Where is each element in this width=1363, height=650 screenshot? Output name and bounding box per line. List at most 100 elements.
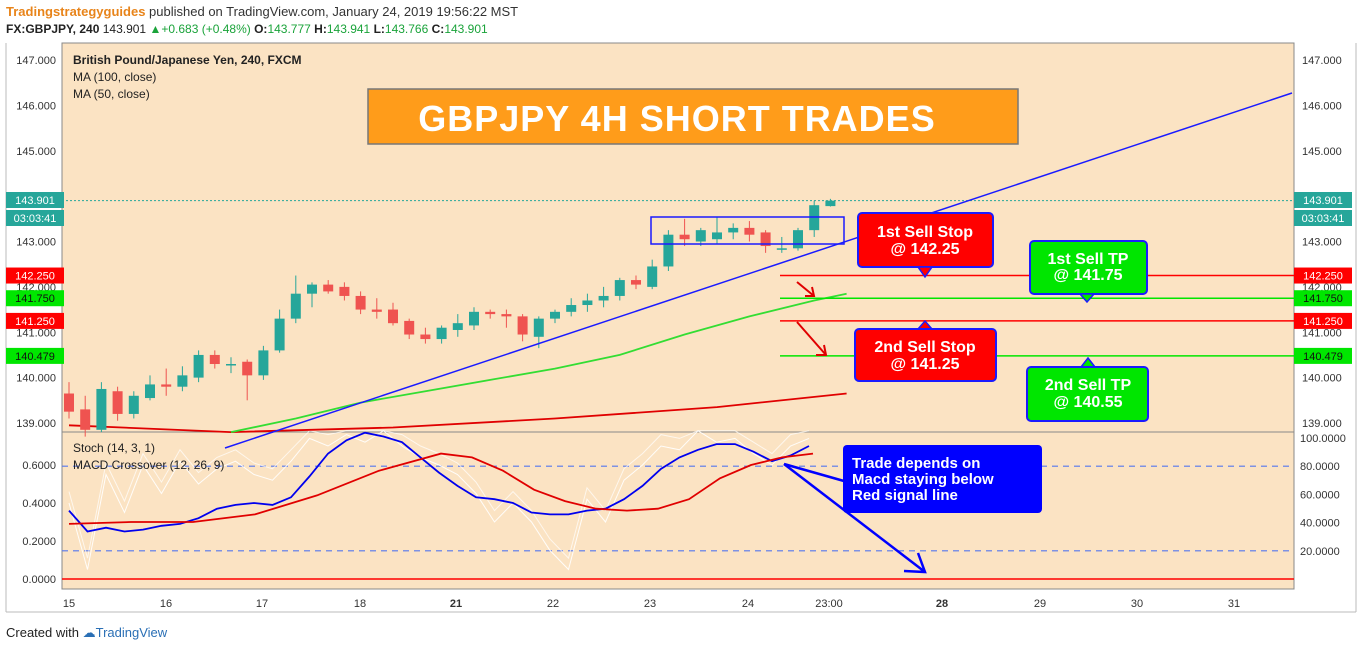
- candle-body: [452, 323, 463, 330]
- callout-1st-sell-stop-line2: @ 142.25: [891, 241, 960, 258]
- title-banner-text: GBPJPY 4H SHORT TRADES: [418, 98, 935, 139]
- oscillator: 0.6000 0.4000 0.2000 0.0000 100.0000 80.0000 6…: [22, 430, 1346, 586]
- candle-body: [258, 350, 269, 376]
- candle-body: [112, 391, 123, 414]
- open-value: 143.777: [267, 22, 311, 36]
- candle-body: [64, 393, 74, 412]
- callout-1st-sell-tp[interactable]: 1st Sell TP @ 141.75: [1029, 240, 1148, 304]
- candle-body: [226, 364, 236, 366]
- candle-body: [161, 384, 172, 387]
- footer: Created with ☁TradingView: [6, 625, 167, 641]
- callout-1st-sell-tp-line1: 1st Sell TP: [1048, 251, 1129, 268]
- candle-body: [469, 311, 479, 326]
- callout-2nd-sell-stop-line2: @ 141.25: [891, 356, 960, 373]
- candle-body: [193, 354, 204, 378]
- level-tag: [1294, 347, 1352, 364]
- candle-body: [598, 295, 609, 301]
- change-value: +0.683 (+0.48%): [161, 22, 251, 36]
- y-tick-left: 147.000: [16, 55, 56, 67]
- macd-line: [68, 431, 810, 533]
- callout-1st-sell-stop[interactable]: 1st Sell Stop @ 142.25: [857, 212, 994, 279]
- y-tick-left: 143.000: [16, 237, 56, 249]
- author-link[interactable]: Tradingstrategyguides: [6, 4, 146, 19]
- level-tag-text: 141.250: [1303, 316, 1343, 328]
- stoch-k-line: [68, 430, 810, 571]
- osc-tick-right: 20.0000: [1300, 546, 1340, 558]
- y-tick-right: 147.000: [1302, 55, 1342, 67]
- y-tick-left: 140.000: [16, 373, 56, 385]
- candle-body: [647, 266, 658, 287]
- legend-ma100: MA (100, close): [73, 70, 156, 84]
- level-tag: [6, 312, 64, 329]
- osc-tick-left: 0.0000: [22, 574, 56, 586]
- y-tick-left: 145.000: [16, 146, 56, 158]
- moving-averages: [68, 292, 847, 434]
- candle-body: [533, 318, 544, 337]
- x-tick: 21: [450, 598, 462, 610]
- candle-body: [550, 311, 560, 319]
- x-tick: 16: [160, 598, 172, 610]
- candle-body: [517, 316, 528, 335]
- candle-body: [679, 234, 690, 240]
- macd-note-line1: Trade depends on: [852, 455, 980, 472]
- osc-tick-right: 40.0000: [1300, 518, 1340, 530]
- candle-body: [631, 280, 641, 285]
- x-tick: 24: [742, 598, 754, 610]
- x-tick: 31: [1228, 598, 1240, 610]
- y-tick-right: 141.000: [1302, 327, 1342, 339]
- candle-body: [793, 230, 803, 249]
- x-tick: 29: [1034, 598, 1046, 610]
- candle-body: [614, 280, 625, 296]
- macd-note-line3: Red signal line: [852, 487, 958, 504]
- tradingview-link[interactable]: TradingView: [95, 625, 168, 640]
- callout-1st-sell-stop-line1: 1st Sell Stop: [877, 224, 973, 241]
- candle-body: [96, 388, 107, 430]
- current-price-tag-left: 143.901 03:03:41: [6, 192, 64, 226]
- macd-note[interactable]: Trade depends on Macd staying below Red …: [843, 445, 1042, 513]
- candle-body: [776, 248, 787, 250]
- candle-body: [355, 295, 366, 310]
- up-arrow-icon: ▲: [149, 22, 162, 36]
- callout-2nd-sell-stop[interactable]: 2nd Sell Stop @ 141.25: [854, 319, 997, 382]
- macd-note-line2: Macd staying below: [852, 471, 994, 488]
- chart-area[interactable]: 147.000 147.000 146.000 146.000 145.000 145.0…: [0, 40, 1363, 620]
- candle-body: [566, 305, 577, 312]
- x-tick: 15: [63, 598, 75, 610]
- ma50-line: [230, 292, 847, 433]
- current-price-tag-right: 143.901 03:03:41: [1294, 192, 1352, 226]
- legend-stoch: Stoch (14, 3, 1): [73, 441, 155, 455]
- countdown-right: 03:03:41: [1302, 213, 1345, 225]
- level-tag: [1294, 267, 1352, 284]
- level-tag: [6, 290, 64, 307]
- candle-body: [760, 232, 771, 247]
- candle-body: [290, 293, 301, 319]
- svg-text:143.901: 143.901: [15, 195, 55, 207]
- legend-name: British Pound/Japanese Yen, 240, FXCM: [73, 53, 302, 67]
- y-tick-left: 141.000: [16, 327, 56, 339]
- publish-info: published on TradingView.com, January 24…: [149, 4, 519, 19]
- macd-arrows: [783, 462, 927, 574]
- callout-1st-sell-tp-line2: @ 141.75: [1054, 267, 1123, 284]
- osc-tick-left: 0.6000: [22, 460, 56, 472]
- title-banner: [367, 88, 1019, 145]
- candle-body: [128, 395, 139, 414]
- candle-body: [825, 200, 836, 207]
- callout-2nd-sell-tp-line2: @ 140.55: [1054, 394, 1123, 411]
- legend-macd: MACD Crossover (12, 26, 9): [73, 458, 224, 472]
- osc-tick-left: 0.4000: [22, 498, 56, 510]
- candle-body: [307, 284, 317, 294]
- candle-body: [695, 230, 706, 242]
- candle-body: [371, 309, 382, 312]
- trend-line[interactable]: [224, 92, 1293, 449]
- level-tag: [6, 267, 64, 284]
- x-tick: 23: [644, 598, 656, 610]
- x-tick: 22: [547, 598, 559, 610]
- candle-body: [728, 227, 739, 233]
- x-tick: 30: [1131, 598, 1143, 610]
- candles: [64, 198, 836, 437]
- sell-arrows: [796, 281, 828, 356]
- y-tick-right: 145.000: [1302, 146, 1342, 158]
- consolidation-box[interactable]: [650, 216, 845, 245]
- callout-2nd-sell-tp[interactable]: 2nd Sell TP @ 140.55: [1026, 356, 1149, 422]
- osc-pane-bg: [62, 432, 1294, 589]
